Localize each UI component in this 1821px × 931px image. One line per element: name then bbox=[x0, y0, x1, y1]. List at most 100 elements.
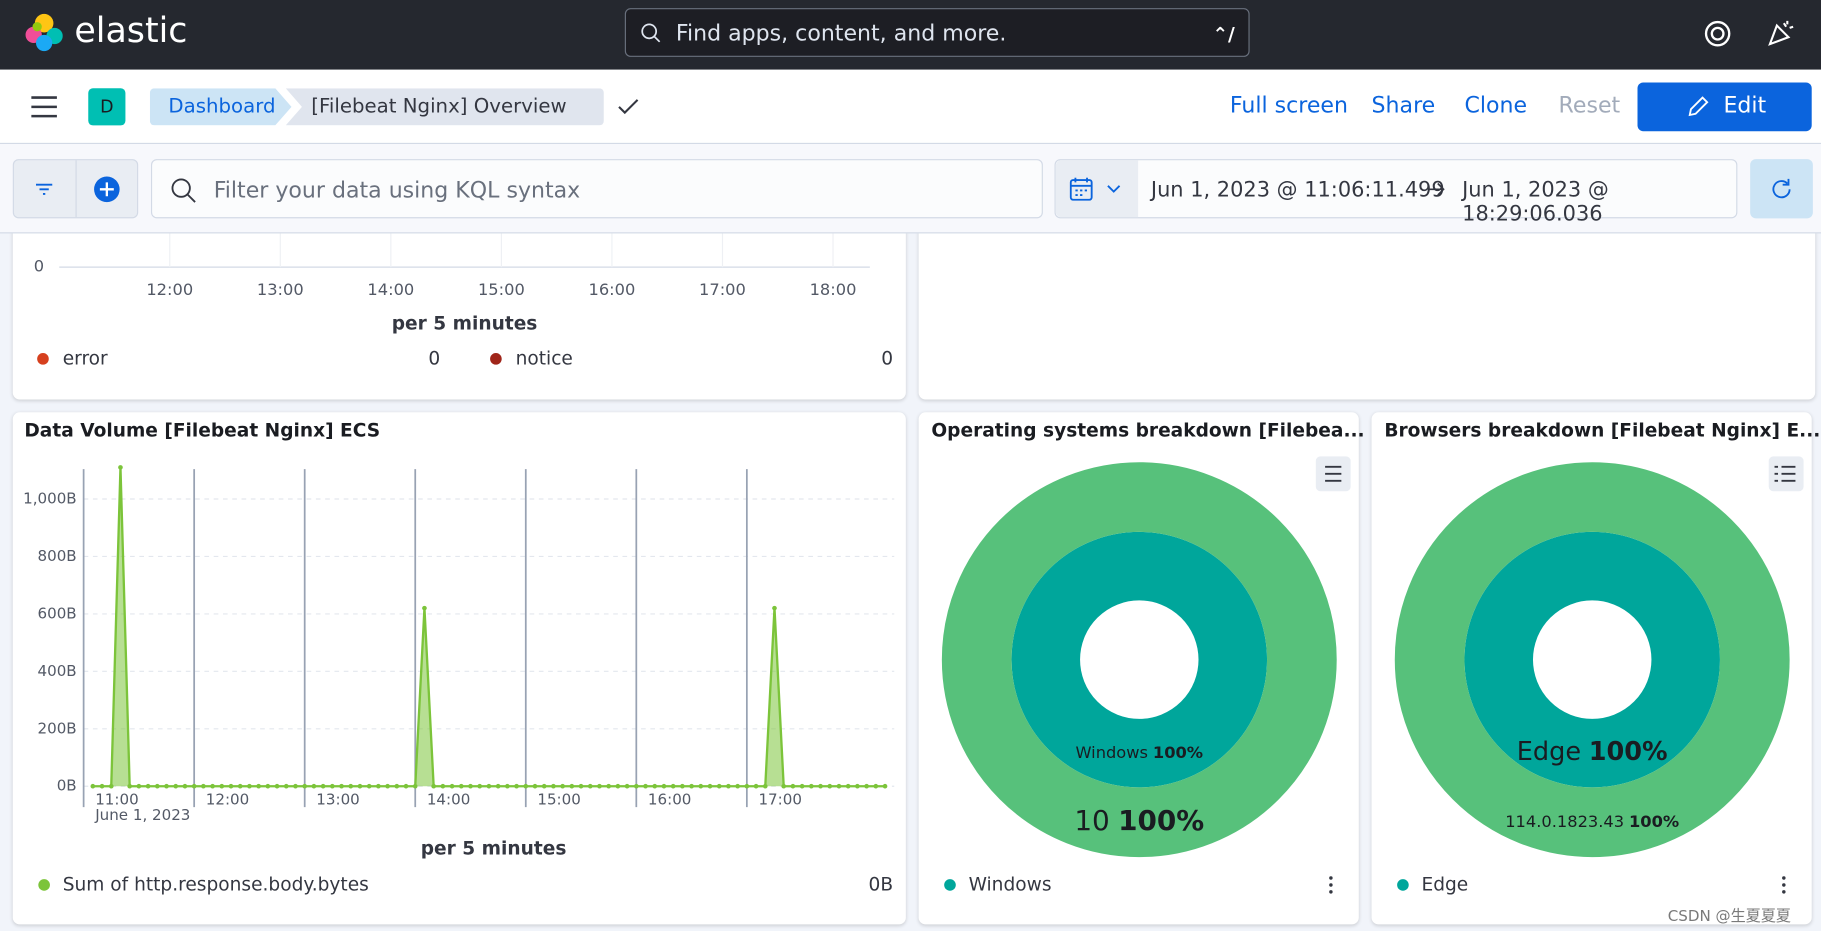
query-placeholder: Filter your data using KQL syntax bbox=[213, 177, 581, 204]
point bbox=[827, 783, 833, 789]
add-filter-icon[interactable] bbox=[93, 175, 121, 203]
action-button[interactable]: Share bbox=[1371, 92, 1436, 119]
point bbox=[790, 783, 796, 789]
arrow-icon bbox=[1428, 182, 1445, 196]
point bbox=[578, 783, 584, 789]
x-tick-label: 17:00 bbox=[699, 280, 746, 299]
point bbox=[357, 783, 363, 789]
breadcrumb: [Filebeat Nginx] Overview ECS bbox=[285, 88, 604, 126]
point bbox=[118, 465, 123, 470]
ring-slice bbox=[941, 462, 1337, 858]
slice-label: Windows 100% bbox=[1075, 743, 1203, 762]
point bbox=[191, 783, 197, 789]
point bbox=[652, 783, 658, 789]
check-icon[interactable] bbox=[617, 98, 640, 117]
point bbox=[256, 783, 261, 789]
global-search[interactable]: Find apps, content, and more. ⌃/ bbox=[624, 8, 1250, 57]
point bbox=[505, 783, 510, 789]
nav-bar: D Dashboard [Filebeat Nginx] Overview EC… bbox=[0, 69, 1821, 145]
slice-value: 100% bbox=[1589, 737, 1668, 767]
panel bbox=[12, 412, 906, 925]
point bbox=[818, 783, 823, 789]
help-icon[interactable] bbox=[1703, 19, 1733, 49]
point bbox=[606, 783, 612, 789]
x-tick-label: 14:00 bbox=[367, 280, 414, 299]
point bbox=[330, 783, 335, 789]
legend-label: notice bbox=[516, 348, 573, 369]
x-tick-label: 15:00 bbox=[537, 791, 580, 809]
point bbox=[182, 783, 188, 789]
point bbox=[882, 783, 888, 789]
point bbox=[744, 783, 750, 789]
point bbox=[173, 783, 179, 789]
point bbox=[339, 783, 344, 789]
point bbox=[587, 783, 593, 789]
ring-slice bbox=[1394, 462, 1790, 858]
point bbox=[283, 783, 289, 789]
point bbox=[772, 605, 777, 611]
x-tick-label: 16:00 bbox=[589, 280, 636, 299]
line bbox=[92, 467, 886, 788]
menu-icon[interactable] bbox=[30, 95, 58, 118]
point bbox=[836, 783, 842, 789]
legend-label: error bbox=[63, 348, 108, 369]
point bbox=[164, 783, 169, 789]
point bbox=[615, 783, 621, 789]
point bbox=[809, 783, 814, 789]
legend-swatch bbox=[944, 879, 956, 891]
edit-button[interactable]: Edit bbox=[1637, 82, 1812, 132]
point bbox=[689, 783, 694, 789]
point bbox=[154, 783, 160, 789]
slice-value: 100% bbox=[1153, 743, 1203, 762]
y-tick-label: 0B bbox=[57, 777, 77, 795]
breadcrumb[interactable]: Dashboard bbox=[149, 88, 292, 126]
start-date[interactable]: Jun 1, 2023 @ 11:06:11.499 bbox=[1150, 177, 1445, 203]
action-button[interactable]: Clone bbox=[1464, 92, 1528, 119]
panel-title: Data Volume [Filebeat Nginx] ECS bbox=[24, 420, 380, 441]
point bbox=[90, 783, 96, 789]
quick-menu[interactable] bbox=[1055, 160, 1139, 218]
slice-label: 114.0.1823.43 100% bbox=[1505, 812, 1679, 831]
point bbox=[523, 783, 529, 789]
news-icon[interactable] bbox=[1765, 19, 1795, 49]
slice-category: Windows bbox=[1075, 743, 1148, 762]
point bbox=[228, 783, 234, 789]
y-tick-label: 0 bbox=[34, 257, 44, 276]
filter-icon[interactable] bbox=[35, 181, 54, 197]
legend-value: 0B bbox=[869, 874, 894, 895]
x-tick-label: 13:00 bbox=[257, 280, 304, 299]
slice-category: 10 bbox=[1074, 804, 1109, 837]
point bbox=[403, 783, 409, 789]
filter-buttons bbox=[12, 159, 139, 219]
query-input[interactable]: Filter your data using KQL syntax bbox=[150, 159, 1043, 219]
point bbox=[302, 783, 308, 789]
date-picker[interactable]: Jun 1, 2023 @ 11:06:11.499 Jun 1, 2023 @… bbox=[1054, 159, 1738, 226]
refresh-button[interactable] bbox=[1750, 159, 1813, 219]
logo-text: elastic bbox=[74, 10, 188, 52]
action-button[interactable]: Full screen bbox=[1229, 92, 1348, 119]
refresh-icon bbox=[1772, 178, 1791, 199]
point bbox=[127, 783, 132, 789]
panel-title: Operating systems breakdown [Filebea... bbox=[931, 420, 1364, 441]
point bbox=[781, 783, 787, 789]
end-date[interactable]: Jun 1, 2023 @ 18:29:06.036 bbox=[1462, 177, 1609, 227]
point bbox=[477, 783, 483, 789]
y-tick-label: 400B bbox=[38, 662, 77, 680]
ring-slice bbox=[1011, 531, 1268, 788]
more-icon bbox=[1329, 876, 1786, 894]
search-icon bbox=[171, 178, 196, 203]
point bbox=[458, 783, 464, 789]
legend-value: 0 bbox=[881, 348, 893, 369]
space-avatar[interactable]: D bbox=[88, 88, 126, 126]
point bbox=[569, 783, 575, 789]
point bbox=[237, 783, 243, 789]
point bbox=[412, 783, 418, 789]
point bbox=[265, 783, 271, 789]
point bbox=[449, 783, 455, 789]
edit-label: Edit bbox=[1723, 92, 1767, 119]
point bbox=[274, 783, 280, 789]
point bbox=[864, 783, 869, 789]
point bbox=[643, 783, 648, 789]
